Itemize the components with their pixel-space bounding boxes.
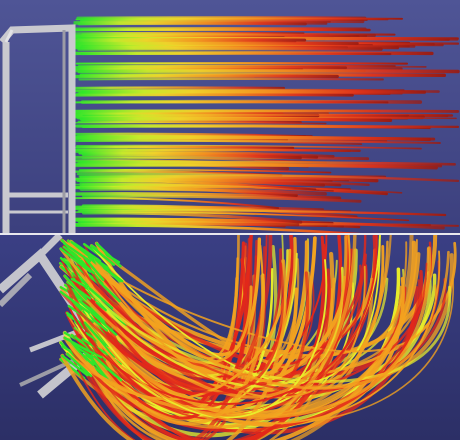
streamline-seed xyxy=(93,355,123,382)
streamline xyxy=(83,250,440,425)
streamline xyxy=(94,259,366,399)
streamline xyxy=(73,28,371,32)
streamline xyxy=(80,117,393,122)
streamline xyxy=(73,148,361,153)
streamline xyxy=(67,235,378,406)
streamline xyxy=(75,62,409,65)
streamline xyxy=(73,65,348,70)
streamline-seed xyxy=(63,336,95,355)
streamline xyxy=(71,197,280,210)
streamline-seed xyxy=(95,242,122,268)
streamline xyxy=(70,38,307,42)
streamline xyxy=(74,41,359,45)
streamline xyxy=(82,17,404,20)
streamline xyxy=(65,246,431,419)
streamline xyxy=(81,125,460,129)
streamline xyxy=(60,259,287,440)
streamline xyxy=(78,180,317,191)
streamline-seed xyxy=(82,255,105,282)
streamline-panel-side xyxy=(0,0,460,233)
streamline xyxy=(72,192,342,200)
streamline-seed xyxy=(78,299,104,322)
streamline xyxy=(59,247,253,365)
streamline xyxy=(77,21,307,26)
streamline-canvas-perspective xyxy=(0,235,460,440)
streamline xyxy=(75,205,324,210)
streamline xyxy=(91,238,381,384)
streamline xyxy=(69,235,268,440)
streamline-seed xyxy=(94,258,121,283)
streamline xyxy=(74,74,339,79)
streamline xyxy=(73,20,331,23)
streamline xyxy=(75,144,422,150)
streamline xyxy=(74,183,403,194)
streamline xyxy=(81,252,421,418)
streamline xyxy=(81,211,303,224)
streamline-seed xyxy=(70,252,95,275)
streamline xyxy=(69,239,402,357)
streamline xyxy=(72,136,436,141)
streamline-seed xyxy=(63,274,88,301)
streamline xyxy=(78,259,328,419)
streamline xyxy=(80,18,368,21)
streamline xyxy=(71,121,327,125)
streamline-seed xyxy=(88,287,114,310)
streamline xyxy=(70,235,349,386)
streamline xyxy=(75,139,441,145)
streamline xyxy=(75,111,329,116)
streamline xyxy=(75,145,295,150)
streamline-seed xyxy=(83,321,107,347)
streamline xyxy=(70,163,443,168)
streamline xyxy=(81,152,302,160)
streamline-seed xyxy=(59,290,91,314)
streamline xyxy=(75,224,362,233)
streamline xyxy=(92,274,266,426)
streamline xyxy=(80,52,392,56)
streamline-seed xyxy=(66,352,93,378)
door-frame-icon xyxy=(0,24,76,233)
streamline xyxy=(78,168,332,174)
streamline-seed xyxy=(61,354,89,377)
streamline xyxy=(69,270,423,433)
streamline xyxy=(94,250,450,390)
streamline xyxy=(74,100,389,104)
streamline xyxy=(71,86,286,90)
streamline xyxy=(62,235,357,429)
streamline xyxy=(77,69,460,74)
streamline-seed xyxy=(88,356,111,381)
streamline xyxy=(86,266,344,388)
streamline-seed xyxy=(70,240,100,265)
streamline xyxy=(78,77,384,81)
streamline xyxy=(77,46,383,51)
streamline xyxy=(59,262,284,395)
streamline-panel-perspective xyxy=(0,235,460,440)
streamline xyxy=(80,90,427,94)
streamline-bundle-side xyxy=(70,16,460,233)
streamline xyxy=(74,132,307,138)
streamline xyxy=(73,275,330,440)
streamline xyxy=(76,172,460,183)
streamline xyxy=(73,31,305,34)
streamline xyxy=(71,93,354,97)
streamline xyxy=(72,88,405,91)
streamline-canvas-side xyxy=(0,0,460,233)
streamline xyxy=(63,235,348,399)
view-separator xyxy=(0,233,460,235)
streamline xyxy=(77,64,396,68)
streamline-seed xyxy=(97,279,121,303)
streamline-bundle-perspective xyxy=(58,235,457,440)
streamline xyxy=(79,160,456,166)
streamline-seed xyxy=(90,245,116,266)
streamline-seed xyxy=(59,247,92,273)
streamline xyxy=(82,114,410,117)
streamline xyxy=(71,109,460,113)
streamline xyxy=(72,67,304,71)
streamline xyxy=(79,187,327,196)
streamline xyxy=(82,194,362,203)
streamline xyxy=(79,208,447,217)
